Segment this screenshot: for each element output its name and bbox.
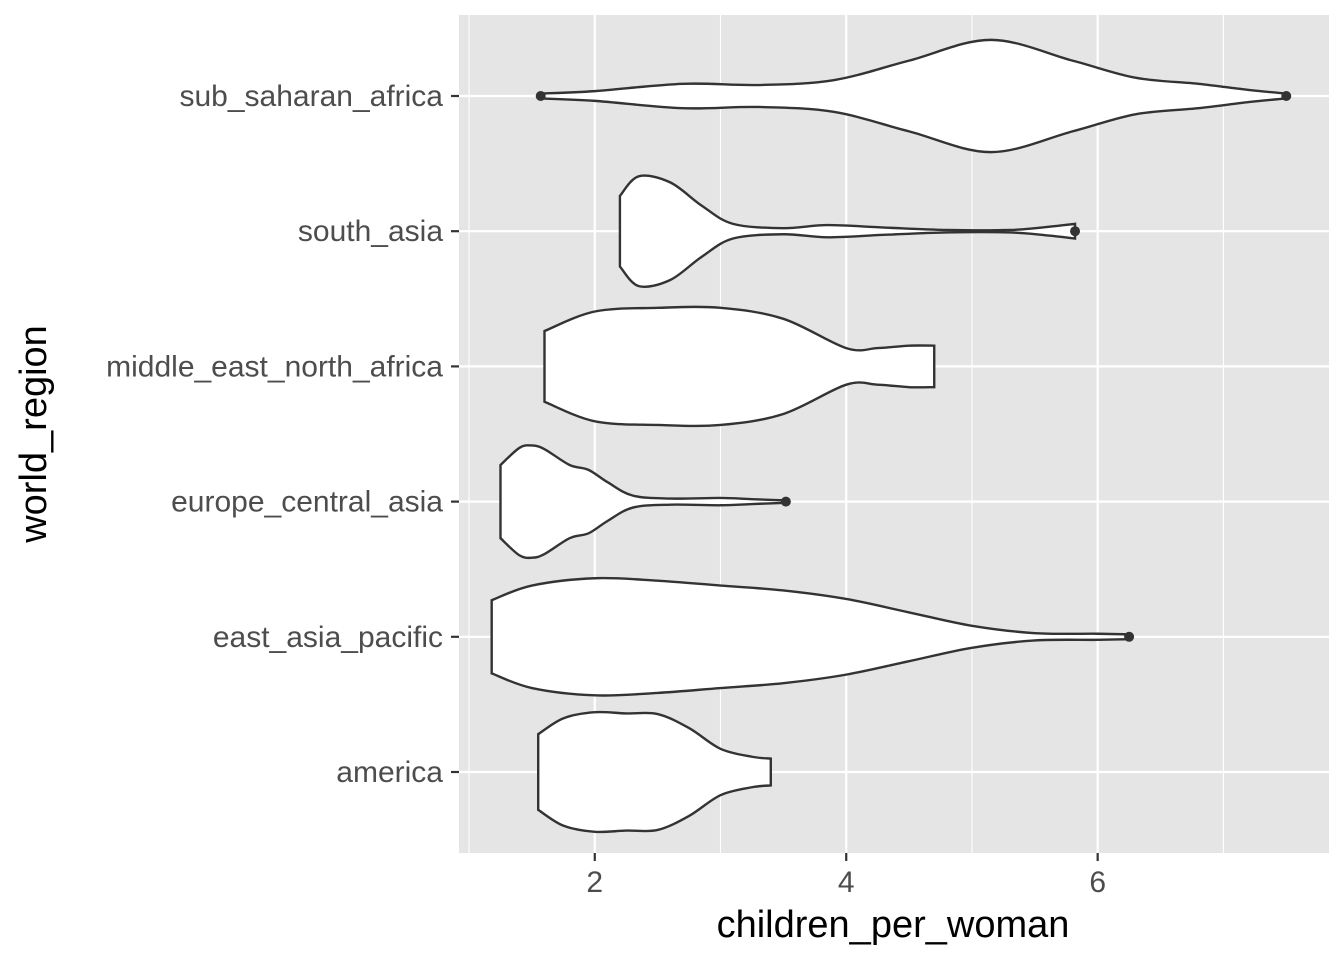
violins [490,38,1288,834]
y-tick-label: middle_east_north_africa [106,350,443,383]
outlier-point-europe-central-asia [780,496,791,507]
x-axis-title: children_per_woman [717,904,1070,946]
x-tick-label: 2 [586,866,603,899]
y-tick-label: south_asia [298,215,443,248]
y-axis-title: world_region [13,325,55,544]
minor-gridlines [468,15,1224,853]
outlier-point-south-asia [1070,226,1081,237]
y-tick-label: america [336,756,443,789]
y-tick-label: east_asia_pacific [213,621,443,654]
y-tick-label: europe_central_asia [171,486,443,519]
y-tick-label: sub_saharan_africa [179,80,443,113]
outlier-point-east-asia-pacific [1124,631,1135,642]
violin-america [537,710,772,834]
x-axis: 2 4 6 [586,853,1106,899]
outlier-point-sub-saharan-africa [1281,91,1292,101]
violin-south-asia [618,174,1077,288]
outlier-point-sub-saharan-africa [535,91,546,101]
violin-middle-east-north-africa [543,305,936,428]
outlier-points [535,91,1292,642]
x-tick-label: 6 [1089,866,1106,899]
y-axis: america east_asia_pacific europe_central_a… [106,80,459,789]
x-tick-label: 4 [838,866,855,899]
